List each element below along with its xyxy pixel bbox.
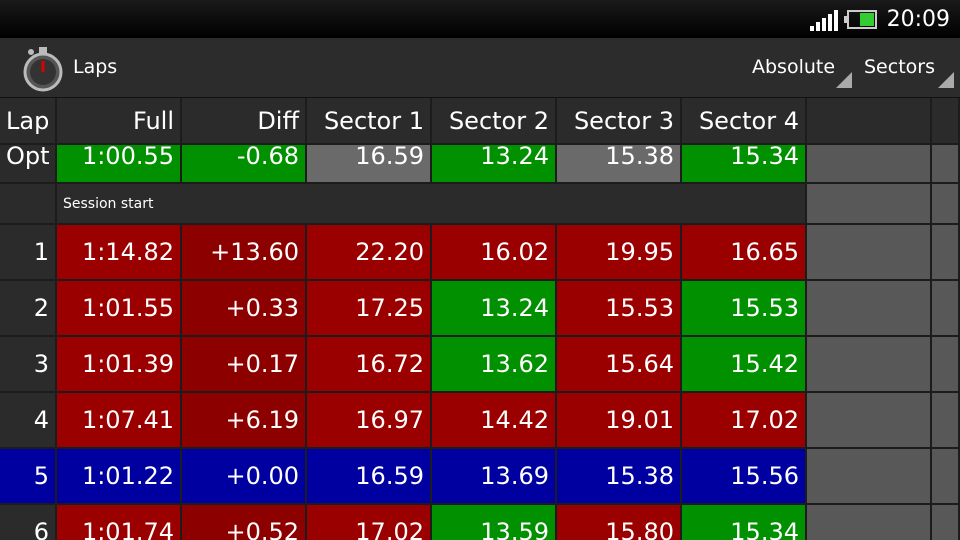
- session-label: Session start: [57, 184, 807, 225]
- lap-number: 2: [0, 281, 57, 337]
- column-header: Sector 1: [307, 98, 432, 145]
- empty-cell: [807, 337, 932, 393]
- lap-time-cell: +13.60: [182, 225, 307, 281]
- lap-time-cell: +0.00: [182, 449, 307, 505]
- lap-time-cell: +0.52: [182, 505, 307, 540]
- lap-cell: [0, 184, 57, 225]
- status-icons: [810, 10, 877, 31]
- lap-number: 1: [0, 225, 57, 281]
- empty-cell: [932, 281, 960, 337]
- lap-time-cell: 15.53: [557, 281, 682, 337]
- lap-time-cell: 19.01: [557, 393, 682, 449]
- lap-time-cell: 13.69: [432, 449, 557, 505]
- empty-cell: [932, 393, 960, 449]
- lap-time-cell: 16.72: [307, 337, 432, 393]
- lap-time-cell: 15.38: [557, 449, 682, 505]
- lap-number: 3: [0, 337, 57, 393]
- menu-item[interactable]: Sectors: [864, 56, 935, 78]
- lap-time-cell: 14.42: [432, 393, 557, 449]
- column-header: Sector 4: [682, 98, 807, 145]
- empty-cell: [932, 184, 960, 225]
- lap-time-cell: 16.65: [682, 225, 807, 281]
- lap-time-cell: 15.80: [557, 505, 682, 540]
- column-header: Diff: [182, 98, 307, 145]
- lap-number: 5: [0, 449, 57, 505]
- empty-cell: [932, 337, 960, 393]
- column-header: Sector 3: [557, 98, 682, 145]
- lap-number: 6: [0, 505, 57, 540]
- empty-cell: [807, 184, 932, 225]
- status-bar: 20:09: [0, 0, 960, 38]
- empty-cell: [807, 393, 932, 449]
- lap-time-cell: 15.53: [682, 281, 807, 337]
- lap-time-cell: +6.19: [182, 393, 307, 449]
- screen-title: Laps: [73, 56, 118, 78]
- lap-time-cell: 15.56: [682, 449, 807, 505]
- column-header: Full: [57, 98, 182, 145]
- lap-time-cell: 22.20: [307, 225, 432, 281]
- lap-time-cell: 16.97: [307, 393, 432, 449]
- lap-time-cell: +0.17: [182, 337, 307, 393]
- lap-time-cell: 15.34: [682, 505, 807, 540]
- menu-item[interactable]: Absolute: [752, 56, 836, 78]
- stopwatch-icon[interactable]: [18, 40, 68, 96]
- lap-number: 4: [0, 393, 57, 449]
- empty-cell: [932, 225, 960, 281]
- lap-time-cell: 1:01.22: [57, 449, 182, 505]
- empty-cell: [807, 281, 932, 337]
- action-bar: Laps Absolute Sectors: [0, 38, 960, 98]
- lap-time-cell: 1:01.39: [57, 337, 182, 393]
- empty-cell: [807, 225, 932, 281]
- empty-cell: [807, 505, 932, 540]
- lap-time-cell: 17.02: [307, 505, 432, 540]
- lap-time-cell: 1:01.74: [57, 505, 182, 540]
- lap-time-cell: 13.24: [432, 281, 557, 337]
- lap-time-cell: 13.62: [432, 337, 557, 393]
- lap-time-cell: 16.02: [432, 225, 557, 281]
- lap-time-cell: 1:07.41: [57, 393, 182, 449]
- column-header: Sector 2: [432, 98, 557, 145]
- lap-time-cell: 16.59: [307, 449, 432, 505]
- lap-time-cell: +0.33: [182, 281, 307, 337]
- header-filler: [932, 98, 960, 145]
- lap-time-cell: 19.95: [557, 225, 682, 281]
- lap-time-cell: 17.02: [682, 393, 807, 449]
- lap-time-cell: 17.25: [307, 281, 432, 337]
- lap-time-cell: 15.64: [557, 337, 682, 393]
- lap-time-cell: 1:14.82: [57, 225, 182, 281]
- empty-cell: [807, 449, 932, 505]
- empty-cell: [932, 505, 960, 540]
- lap-time-cell: 1:01.55: [57, 281, 182, 337]
- empty-cell: [932, 449, 960, 505]
- lap-time-cell: 15.42: [682, 337, 807, 393]
- column-header: Lap: [0, 98, 57, 145]
- lap-time-cell: 13.59: [432, 505, 557, 540]
- header-filler: [807, 98, 932, 145]
- clock: 20:09: [886, 6, 950, 32]
